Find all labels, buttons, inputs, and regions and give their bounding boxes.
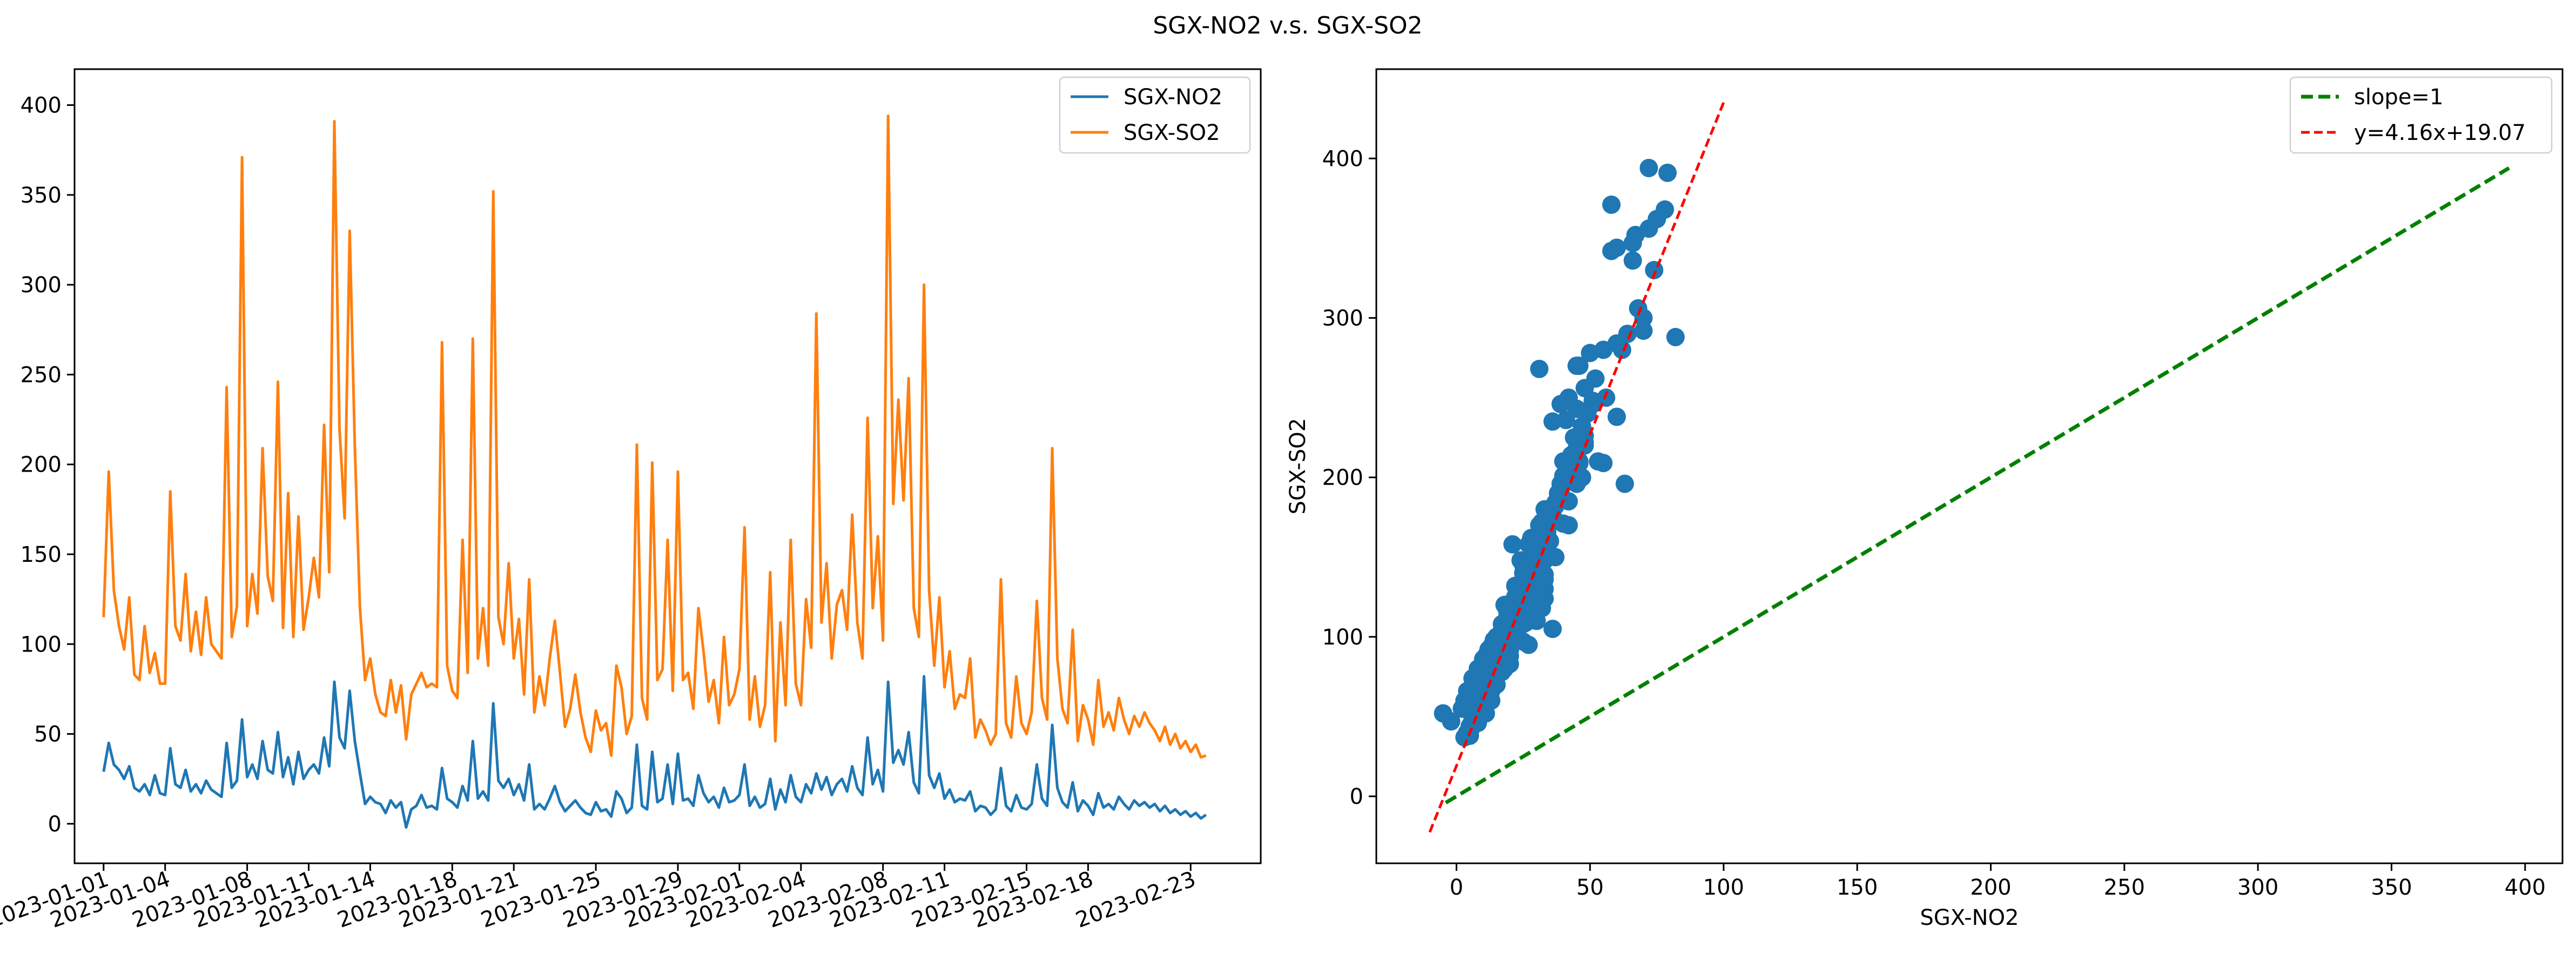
scatter-point <box>1519 635 1538 654</box>
scatter-point <box>1629 299 1647 318</box>
left-y-tick-label: 250 <box>21 362 62 387</box>
right-x-tick-label: 50 <box>1576 875 1604 900</box>
left-legend-label-no2: SGX-NO2 <box>1124 85 1222 110</box>
scatter-point <box>1618 325 1637 343</box>
left-y-tick-label: 300 <box>21 273 62 298</box>
right-reference-lines <box>1428 102 2510 833</box>
right-x-tick-label: 100 <box>1703 875 1744 900</box>
scatter-point <box>1503 535 1522 554</box>
left-y-tick-label: 0 <box>48 812 62 837</box>
right-axes-frame <box>1375 68 2564 864</box>
scatter-point <box>1434 704 1452 723</box>
scatter-point <box>1557 411 1576 429</box>
scatter-point <box>1623 233 1642 252</box>
scatter-point <box>1530 359 1549 378</box>
scatter-point <box>1589 452 1608 471</box>
scatter-point <box>1543 620 1562 639</box>
left-y-tick-label: 150 <box>21 542 62 567</box>
left-y-tick-label: 200 <box>21 453 62 478</box>
right-x-tick-label: 250 <box>2104 875 2145 900</box>
scatter-point <box>1565 446 1583 465</box>
scatter-point <box>1543 412 1562 431</box>
left-y-tick-label: 400 <box>21 93 62 118</box>
right-x-tick-label: 350 <box>2371 875 2412 900</box>
scatter-point <box>1656 200 1674 219</box>
scatter-point <box>1578 404 1597 423</box>
right-legend-label-slope: slope=1 <box>2354 85 2443 110</box>
left-legend: SGX-NO2 SGX-SO2 <box>1059 76 1251 154</box>
no2-series-line <box>102 675 1207 829</box>
so2-series-line <box>102 115 1207 759</box>
right-y-tick-label: 100 <box>1322 625 1363 650</box>
scatter-point <box>1580 344 1599 362</box>
left-y-tick-label: 100 <box>21 632 62 657</box>
left-series-lines <box>102 115 1207 829</box>
right-x-axis-label: SGX-NO2 <box>1920 905 2019 930</box>
scatter-point <box>1639 159 1658 177</box>
right-y-tick-label: 300 <box>1322 306 1363 331</box>
left-axes-frame <box>73 68 1262 864</box>
scatter-point <box>1666 327 1685 346</box>
scatter-point <box>1658 163 1677 182</box>
scatter-point <box>1551 394 1570 413</box>
right-y-tick-label: 400 <box>1322 146 1363 171</box>
left-y-tick-label: 50 <box>34 722 62 747</box>
figure-title: SGX-NO2 v.s. SGX-SO2 <box>1153 12 1422 39</box>
right-scatter-chart: 0 100 200 300 400 0 50 100 150 200 250 300 350 400 SG… <box>1286 68 2564 930</box>
scatter-point <box>1575 379 1594 398</box>
right-legend-box <box>2289 76 2553 154</box>
scatter-point <box>1602 195 1621 214</box>
right-x-tick-label: 200 <box>1970 875 2011 900</box>
scatter-point <box>1559 516 1578 535</box>
scatter-point <box>1623 251 1642 270</box>
scatter-point <box>1549 491 1568 509</box>
scatter-point <box>1639 219 1658 238</box>
left-legend-label-so2: SGX-SO2 <box>1124 120 1220 145</box>
right-x-tick-label: 400 <box>2505 875 2546 900</box>
scatter-point <box>1634 321 1653 340</box>
right-y-axis-label: SGX-SO2 <box>1286 418 1310 515</box>
scatter-point <box>1616 474 1634 493</box>
right-y-tick-label: 200 <box>1322 466 1363 491</box>
left-y-tick-label: 350 <box>21 183 62 208</box>
right-x-tick-label: 300 <box>2237 875 2278 900</box>
scatter-point <box>1602 241 1621 260</box>
right-x-tick-label: 150 <box>1837 875 1878 900</box>
scatter-point <box>1567 357 1586 375</box>
fit-line <box>1428 102 1725 833</box>
right-legend: slope=1 y=4.16x+19.07 <box>2289 76 2553 154</box>
right-legend-label-fit: y=4.16x+19.07 <box>2354 120 2526 145</box>
scatter-point <box>1543 506 1562 525</box>
scatter-point <box>1608 407 1626 426</box>
scatter-point <box>1527 545 1546 563</box>
right-y-tick-label: 0 <box>1350 784 1363 809</box>
right-x-tick-label: 0 <box>1450 875 1463 900</box>
right-axis-ticks: 0 100 200 300 400 0 50 100 150 200 250 300 350 400 <box>1322 146 2546 900</box>
scatter-point <box>1546 548 1565 567</box>
